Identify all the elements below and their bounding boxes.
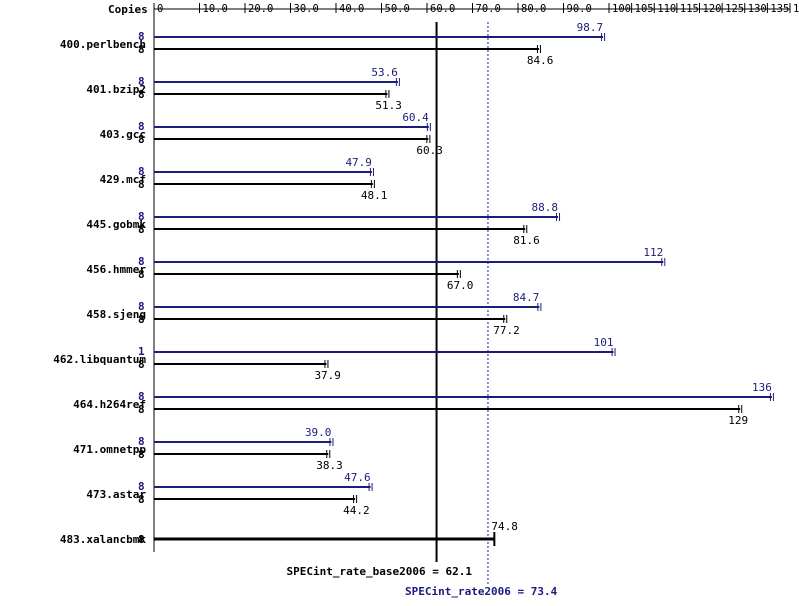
base-copies: 8: [138, 403, 145, 416]
benchmark-label: 462.libquantum: [53, 353, 146, 366]
x-tick-label: 0: [157, 3, 163, 15]
base-value-label: 60.3: [416, 144, 443, 157]
peak-value-label: 47.9: [345, 156, 372, 169]
x-tick-label: 40.0: [339, 3, 364, 15]
peak-copies: 1: [138, 345, 145, 358]
benchmark-label: 483.xalancbmk: [60, 533, 146, 546]
x-tick-label: 105: [635, 3, 654, 15]
benchmark-label: 458.sjeng: [86, 308, 146, 321]
base-value-label: 84.6: [527, 54, 554, 67]
x-tick-label: 20.0: [248, 3, 273, 15]
x-tick-label: 80.0: [521, 3, 546, 15]
x-tick-label: 140: [793, 3, 799, 15]
peak-copies: 8: [138, 120, 145, 133]
x-tick-label: 125: [725, 3, 744, 15]
peak-copies: 8: [138, 480, 145, 493]
x-tick-label: 50.0: [385, 3, 410, 15]
x-tick-label: 30.0: [294, 3, 319, 15]
base-value-label: 44.2: [343, 504, 370, 517]
base-copies: 8: [138, 268, 145, 281]
x-tick-label: 100: [612, 3, 631, 15]
base-value-label: 48.1: [361, 189, 388, 202]
x-tick-label: 115: [680, 3, 699, 15]
base-copies: 8: [138, 533, 145, 546]
peak-value-label: 47.6: [344, 471, 371, 484]
benchmark-label: 400.perlbench: [60, 38, 146, 51]
peak-value-label: 84.7: [513, 291, 540, 304]
benchmark-label: 456.hmmer: [86, 263, 146, 276]
x-tick-label: 70.0: [476, 3, 501, 15]
base-value-label: 77.2: [493, 324, 520, 337]
x-tick-label: 110: [657, 3, 676, 15]
base-copies: 8: [138, 88, 145, 101]
peak-value-label: 98.7: [577, 21, 604, 34]
x-tick-label: 10.0: [203, 3, 228, 15]
base-value-label: 38.3: [316, 459, 343, 472]
base-copies: 8: [138, 493, 145, 506]
base-summary-label: SPECint_rate_base2006 = 62.1: [287, 565, 473, 578]
base-value-label: 67.0: [447, 279, 474, 292]
peak-value-label: 39.0: [305, 426, 332, 439]
copies-header: Copies: [108, 3, 148, 16]
base-copies: 8: [138, 43, 145, 56]
benchmark-label: 445.gobmk: [86, 218, 146, 231]
peak-value-label: 53.6: [371, 66, 398, 79]
peak-value-label: 60.4: [402, 111, 429, 124]
base-value-label: 37.9: [314, 369, 341, 382]
base-copies: 8: [138, 133, 145, 146]
x-tick-label: 130: [748, 3, 767, 15]
peak-copies: 8: [138, 300, 145, 313]
x-tick-label: 60.0: [430, 3, 455, 15]
peak-copies: 8: [138, 75, 145, 88]
peak-value-label: 136: [752, 381, 772, 394]
base-copies: 8: [138, 358, 145, 371]
benchmark-label: 403.gcc: [100, 128, 146, 141]
x-tick-label: 90.0: [567, 3, 592, 15]
benchmark-label: 401.bzip2: [86, 83, 146, 96]
peak-copies: 8: [138, 210, 145, 223]
x-tick-label: 135: [770, 3, 789, 15]
base-copies: 8: [138, 313, 145, 326]
peak-value-label: 101: [594, 336, 614, 349]
peak-copies: 8: [138, 435, 145, 448]
peak-copies: 8: [138, 390, 145, 403]
base-copies: 8: [138, 223, 145, 236]
peak-value-label: 88.8: [532, 201, 559, 214]
base-value-label: 129: [728, 414, 748, 427]
base-copies: 8: [138, 448, 145, 461]
base-value-label: 51.3: [375, 99, 402, 112]
base-value-label: 81.6: [513, 234, 540, 247]
base-copies: 8: [138, 178, 145, 191]
peak-value-label: 112: [643, 246, 663, 259]
benchmark-label: 473.astar: [86, 488, 146, 501]
x-tick-label: 120: [703, 3, 722, 15]
benchmark-label: 464.h264ref: [73, 398, 146, 411]
peak-copies: 8: [138, 255, 145, 268]
benchmark-label: 429.mcf: [100, 173, 146, 186]
peak-copies: 8: [138, 165, 145, 178]
base-value-label: 74.8: [491, 520, 517, 533]
benchmark-label: 471.omnetpp: [73, 443, 146, 456]
peak-copies: 8: [138, 30, 145, 43]
peak-summary-label: SPECint_rate2006 = 73.4: [405, 585, 558, 598]
